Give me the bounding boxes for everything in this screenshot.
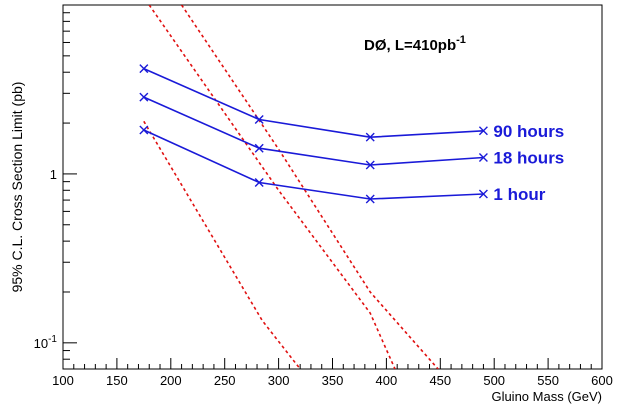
x-tick-label: 500 [483, 373, 505, 388]
x-tick-label: 600 [591, 373, 613, 388]
marker-stroke [254, 143, 264, 153]
theory-curve [148, 5, 396, 369]
marker-stroke [478, 189, 488, 199]
series-label: 1 hour [493, 185, 545, 204]
y-tick-label: 1 [50, 167, 57, 182]
x-tick-label: 150 [106, 373, 128, 388]
marker-stroke [365, 194, 375, 204]
y-axis: 1 10-1 [34, 12, 77, 370]
series-marker [365, 160, 375, 170]
limit-series [139, 64, 488, 204]
x-axis-label: Gluino Mass (GeV) [491, 389, 602, 404]
series-line [143, 67, 484, 139]
series-marker [139, 92, 149, 102]
x-tick-label: 450 [429, 373, 451, 388]
series-marker [139, 64, 149, 74]
x-tick-label: 250 [214, 373, 236, 388]
annotation-exponent: -1 [456, 34, 466, 46]
marker-stroke [478, 126, 488, 136]
x-tick-label: 550 [537, 373, 559, 388]
x-axis: 100 150 200 250 300 350 400 450 500 550 600 [52, 358, 613, 388]
series-marker [254, 114, 264, 124]
luminosity-annotation: DØ, L=410pb-1 [364, 34, 466, 54]
marker-stroke [478, 153, 488, 163]
series-label: 90 hours [493, 122, 564, 141]
y-tick-base: 10 [34, 336, 48, 351]
series-marker [254, 177, 264, 187]
y-tick-base: 1 [50, 167, 57, 182]
series-marker [478, 153, 488, 163]
x-tick-label: 300 [268, 373, 290, 388]
y-tick-exponent: -1 [48, 334, 57, 345]
y-tick-label: 10-1 [34, 334, 58, 351]
marker-stroke [365, 132, 375, 142]
series-line [143, 129, 484, 200]
theory-curves [143, 5, 439, 369]
marker-stroke [139, 92, 149, 102]
series-marker [365, 194, 375, 204]
series-labels: 90 hours 18 hours 1 hour [493, 122, 564, 204]
series-marker [478, 189, 488, 199]
x-tick-label: 100 [52, 373, 74, 388]
theory-curve [143, 120, 301, 369]
series-marker [365, 132, 375, 142]
annotation-prefix: DØ, L=410pb [364, 37, 456, 54]
y-axis-label: 95% C.L. Cross Section Limit (pb) [9, 82, 25, 293]
marker-stroke [139, 125, 149, 135]
marker-stroke [254, 177, 264, 187]
series-marker [139, 125, 149, 135]
marker-stroke [139, 64, 149, 74]
series-marker [254, 143, 264, 153]
marker-stroke [365, 160, 375, 170]
series-marker [478, 126, 488, 136]
x-tick-label: 400 [376, 373, 398, 388]
marker-stroke [254, 114, 264, 124]
series-line [143, 96, 484, 166]
theory-curve [180, 5, 439, 369]
series-label: 18 hours [493, 149, 564, 168]
x-tick-label: 350 [322, 373, 344, 388]
x-tick-label: 200 [160, 373, 182, 388]
